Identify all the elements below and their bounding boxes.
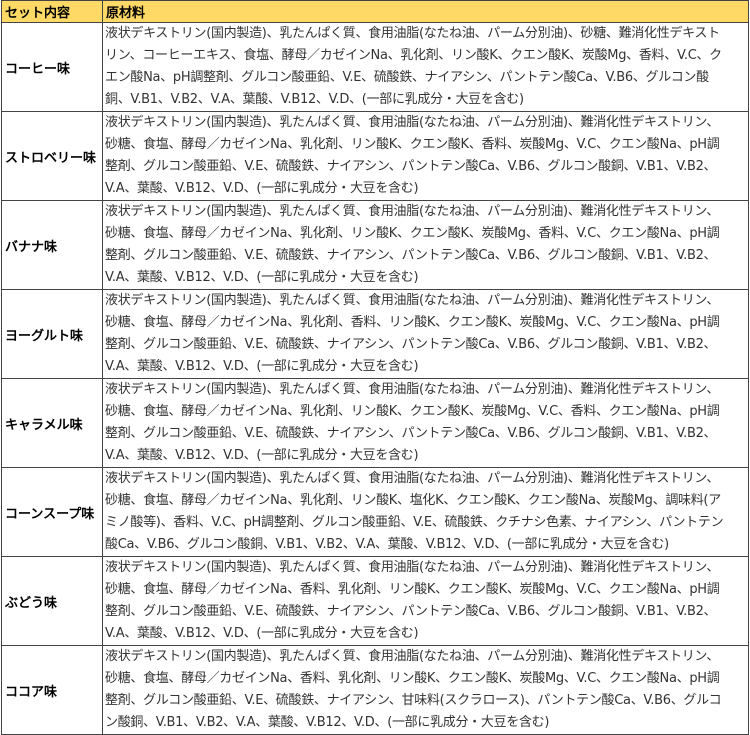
ingredients-cell: 液状デキストリン(国内製造)、乳たんぱく質、食用油脂(なたね油、パーム分別油)、… [102,111,749,201]
ingredients-cell: 液状デキストリン(国内製造)、乳たんぱく質、食用油脂(なたね油、パーム分別油)、… [102,556,749,646]
ingredients-cell: 液状デキストリン(国内製造)、乳たんぱく質、食用油脂(なたね油、パーム分別油)、… [102,200,749,290]
ingredients-line: 液状デキストリン(国内製造)、乳たんぱく質、食用油脂(なたね油、パーム分別油)、… [105,293,720,308]
ingredients-line: 砂糖、食塩、酵母／カゼインNa、乳化剤、リン酸K、クエン酸K、炭酸Mg、香料、V… [105,226,720,241]
ingredients-line: V.A、葉酸、V.B12、V.D、(一部に乳成分・大豆を含む) [105,359,419,374]
ingredients-line: V.A、葉酸、V.B12、V.D、(一部に乳成分・大豆を含む) [105,181,419,196]
table-row: ヨーグルト味 液状デキストリン(国内製造)、乳たんぱく質、食用油脂(なたね油、パー… [1,289,749,379]
ingredients-line: 砂糖、食塩、酵母／カゼインNa、香料、乳化剤、リン酸K、クエン酸K、炭酸Mg、V… [105,671,720,686]
ingredients-line: 整剤、グルコン酸亜鉛、V.E、硫酸鉄、ナイアシン、パントテン酸Ca、V.B6、グ… [105,248,717,263]
ingredients-line: 整剤、グルコン酸亜鉛、V.E、硫酸鉄、ナイアシン、パントテン酸Ca、V.B6、グ… [105,604,717,619]
flavor-cell: バナナ味 [1,200,103,290]
header-row: セット内容 原材料 [1,0,749,23]
ingredients-line: 砂糖、食塩、酵母／カゼインNa、乳化剤、リン酸K、クエン酸K、炭酸Mg、V.C、… [105,404,720,419]
ingredients-line: 整剤、グルコン酸亜鉛、V.E、硫酸鉄、ナイアシン、甘味料(スクラロース)、パント… [105,693,722,708]
ingredients-cell: 液状デキストリン(国内製造)、乳たんぱく質、食用油脂(なたね油、パーム分別油)、… [102,289,749,379]
ingredients-line: ミノ酸等)、香料、V.C、pH調整剤、グルコン酸亜鉛、V.E、硫酸鉄、クチナシ色… [105,515,724,530]
table-row: ココア味 液状デキストリン(国内製造)、乳たんぱく質、食用油脂(なたね油、パーム分… [1,645,749,735]
flavor-cell: コーヒー味 [1,22,103,112]
flavor-cell: ココア味 [1,645,103,735]
flavor-cell: ヨーグルト味 [1,289,103,379]
ingredients-line: 砂糖、食塩、酵母／カゼインNa、香料、乳化剤、リン酸K、クエン酸K、炭酸Mg、V… [105,582,720,597]
flavor-cell: ストロベリー味 [1,111,103,201]
header-ingredients: 原材料 [102,0,749,23]
ingredients-line: エン酸Na、pH調整剤、グルコン酸亜鉛、V.E、硫酸鉄、ナイアシン、パントテン酸… [105,70,709,85]
ingredients-line: 酸Ca、V.B6、グルコン酸銅、V.B1、V.B2、V.A、葉酸、V.B12、V… [105,537,669,552]
table-row: ぶどう味 液状デキストリン(国内製造)、乳たんぱく質、食用油脂(なたね油、パーム分… [1,556,749,646]
ingredients-line: 整剤、グルコン酸亜鉛、V.E、硫酸鉄、ナイアシン、パントテン酸Ca、V.B6、グ… [105,337,717,352]
flavor-cell: キャラメル味 [1,378,103,468]
ingredients-line: 液状デキストリン(国内製造)、乳たんぱく質、食用油脂(なたね油、パーム分別油)、… [105,115,720,130]
ingredients-line: 液状デキストリン(国内製造)、乳たんぱく質、食用油脂(なたね油、パーム分別油)、… [105,204,720,219]
table-row: コーンスープ味 液状デキストリン(国内製造)、乳たんぱく質、食用油脂(なたね油、パ… [1,467,749,557]
ingredients-line: 液状デキストリン(国内製造)、乳たんぱく質、食用油脂(なたね油、パーム分別油)、… [105,560,720,575]
ingredients-line: V.A、葉酸、V.B12、V.D、(一部に乳成分・大豆を含む) [105,448,419,463]
table-row: コーヒー味 液状デキストリン(国内製造)、乳たんぱく質、食用油脂(なたね油、パーム… [1,22,749,112]
ingredients-line: 液状デキストリン(国内製造)、乳たんぱく質、食用油脂(なたね油、パーム分別油)、… [105,649,720,664]
ingredients-cell: 液状デキストリン(国内製造)、乳たんぱく質、食用油脂(なたね油、パーム分別油)、… [102,22,749,112]
flavor-cell: ぶどう味 [1,556,103,646]
ingredients-line: リン、コーヒーエキス、食塩、酵母／カゼインNa、乳化剤、リン酸K、クエン酸K、炭… [105,48,722,63]
ingredients-cell: 液状デキストリン(国内製造)、乳たんぱく質、食用油脂(なたね油、パーム分別油)、… [102,378,749,468]
ingredients-line: 砂糖、食塩、酵母／カゼインNa、乳化剤、香料、リン酸K、クエン酸K、炭酸Mg、V… [105,315,720,330]
header-set-contents: セット内容 [1,0,103,23]
ingredients-line: 銅、V.B1、V.B2、V.A、葉酸、V.B12、V.D、(一部に乳成分・大豆を… [105,92,524,107]
ingredients-line: V.A、葉酸、V.B12、V.D、(一部に乳成分・大豆を含む) [105,626,419,641]
ingredients-line: 液状デキストリン(国内製造)、乳たんぱく質、食用油脂(なたね油、パーム分別油)、… [105,382,720,397]
ingredients-cell: 液状デキストリン(国内製造)、乳たんぱく質、食用油脂(なたね油、パーム分別油)、… [102,645,749,735]
ingredients-line: 液状デキストリン(国内製造)、乳たんぱく質、食用油脂(なたね油、パーム分別油)、… [105,471,720,486]
ingredients-line: V.A、葉酸、V.B12、V.D、(一部に乳成分・大豆を含む) [105,270,419,285]
ingredients-line: 液状デキストリン(国内製造)、乳たんぱく質、食用油脂(なたね油、パーム分別油)、… [105,26,720,41]
ingredients-line: 整剤、グルコン酸亜鉛、V.E、硫酸鉄、ナイアシン、パントテン酸Ca、V.B6、グ… [105,159,717,174]
ingredients-line: 整剤、グルコン酸亜鉛、V.E、硫酸鉄、ナイアシン、パントテン酸Ca、V.B6、グ… [105,426,717,441]
flavor-cell: コーンスープ味 [1,467,103,557]
ingredients-line: ン酸銅、V.B1、V.B2、V.A、葉酸、V.B12、V.D、(一部に乳成分・大… [105,715,550,730]
table-row: キャラメル味 液状デキストリン(国内製造)、乳たんぱく質、食用油脂(なたね油、パー… [1,378,749,468]
ingredients-cell: 液状デキストリン(国内製造)、乳たんぱく質、食用油脂(なたね油、パーム分別油)、… [102,467,749,557]
ingredients-line: 砂糖、食塩、酵母／カゼインNa、乳化剤、リン酸K、塩化K、クエン酸K、クエン酸N… [105,493,721,508]
table-row: バナナ味 液状デキストリン(国内製造)、乳たんぱく質、食用油脂(なたね油、パーム分… [1,200,749,290]
ingredients-line: 砂糖、食塩、酵母／カゼインNa、乳化剤、リン酸K、クエン酸K、香料、炭酸Mg、V… [105,137,720,152]
table-row: ストロベリー味 液状デキストリン(国内製造)、乳たんぱく質、食用油脂(なたね油、パ… [1,111,749,201]
